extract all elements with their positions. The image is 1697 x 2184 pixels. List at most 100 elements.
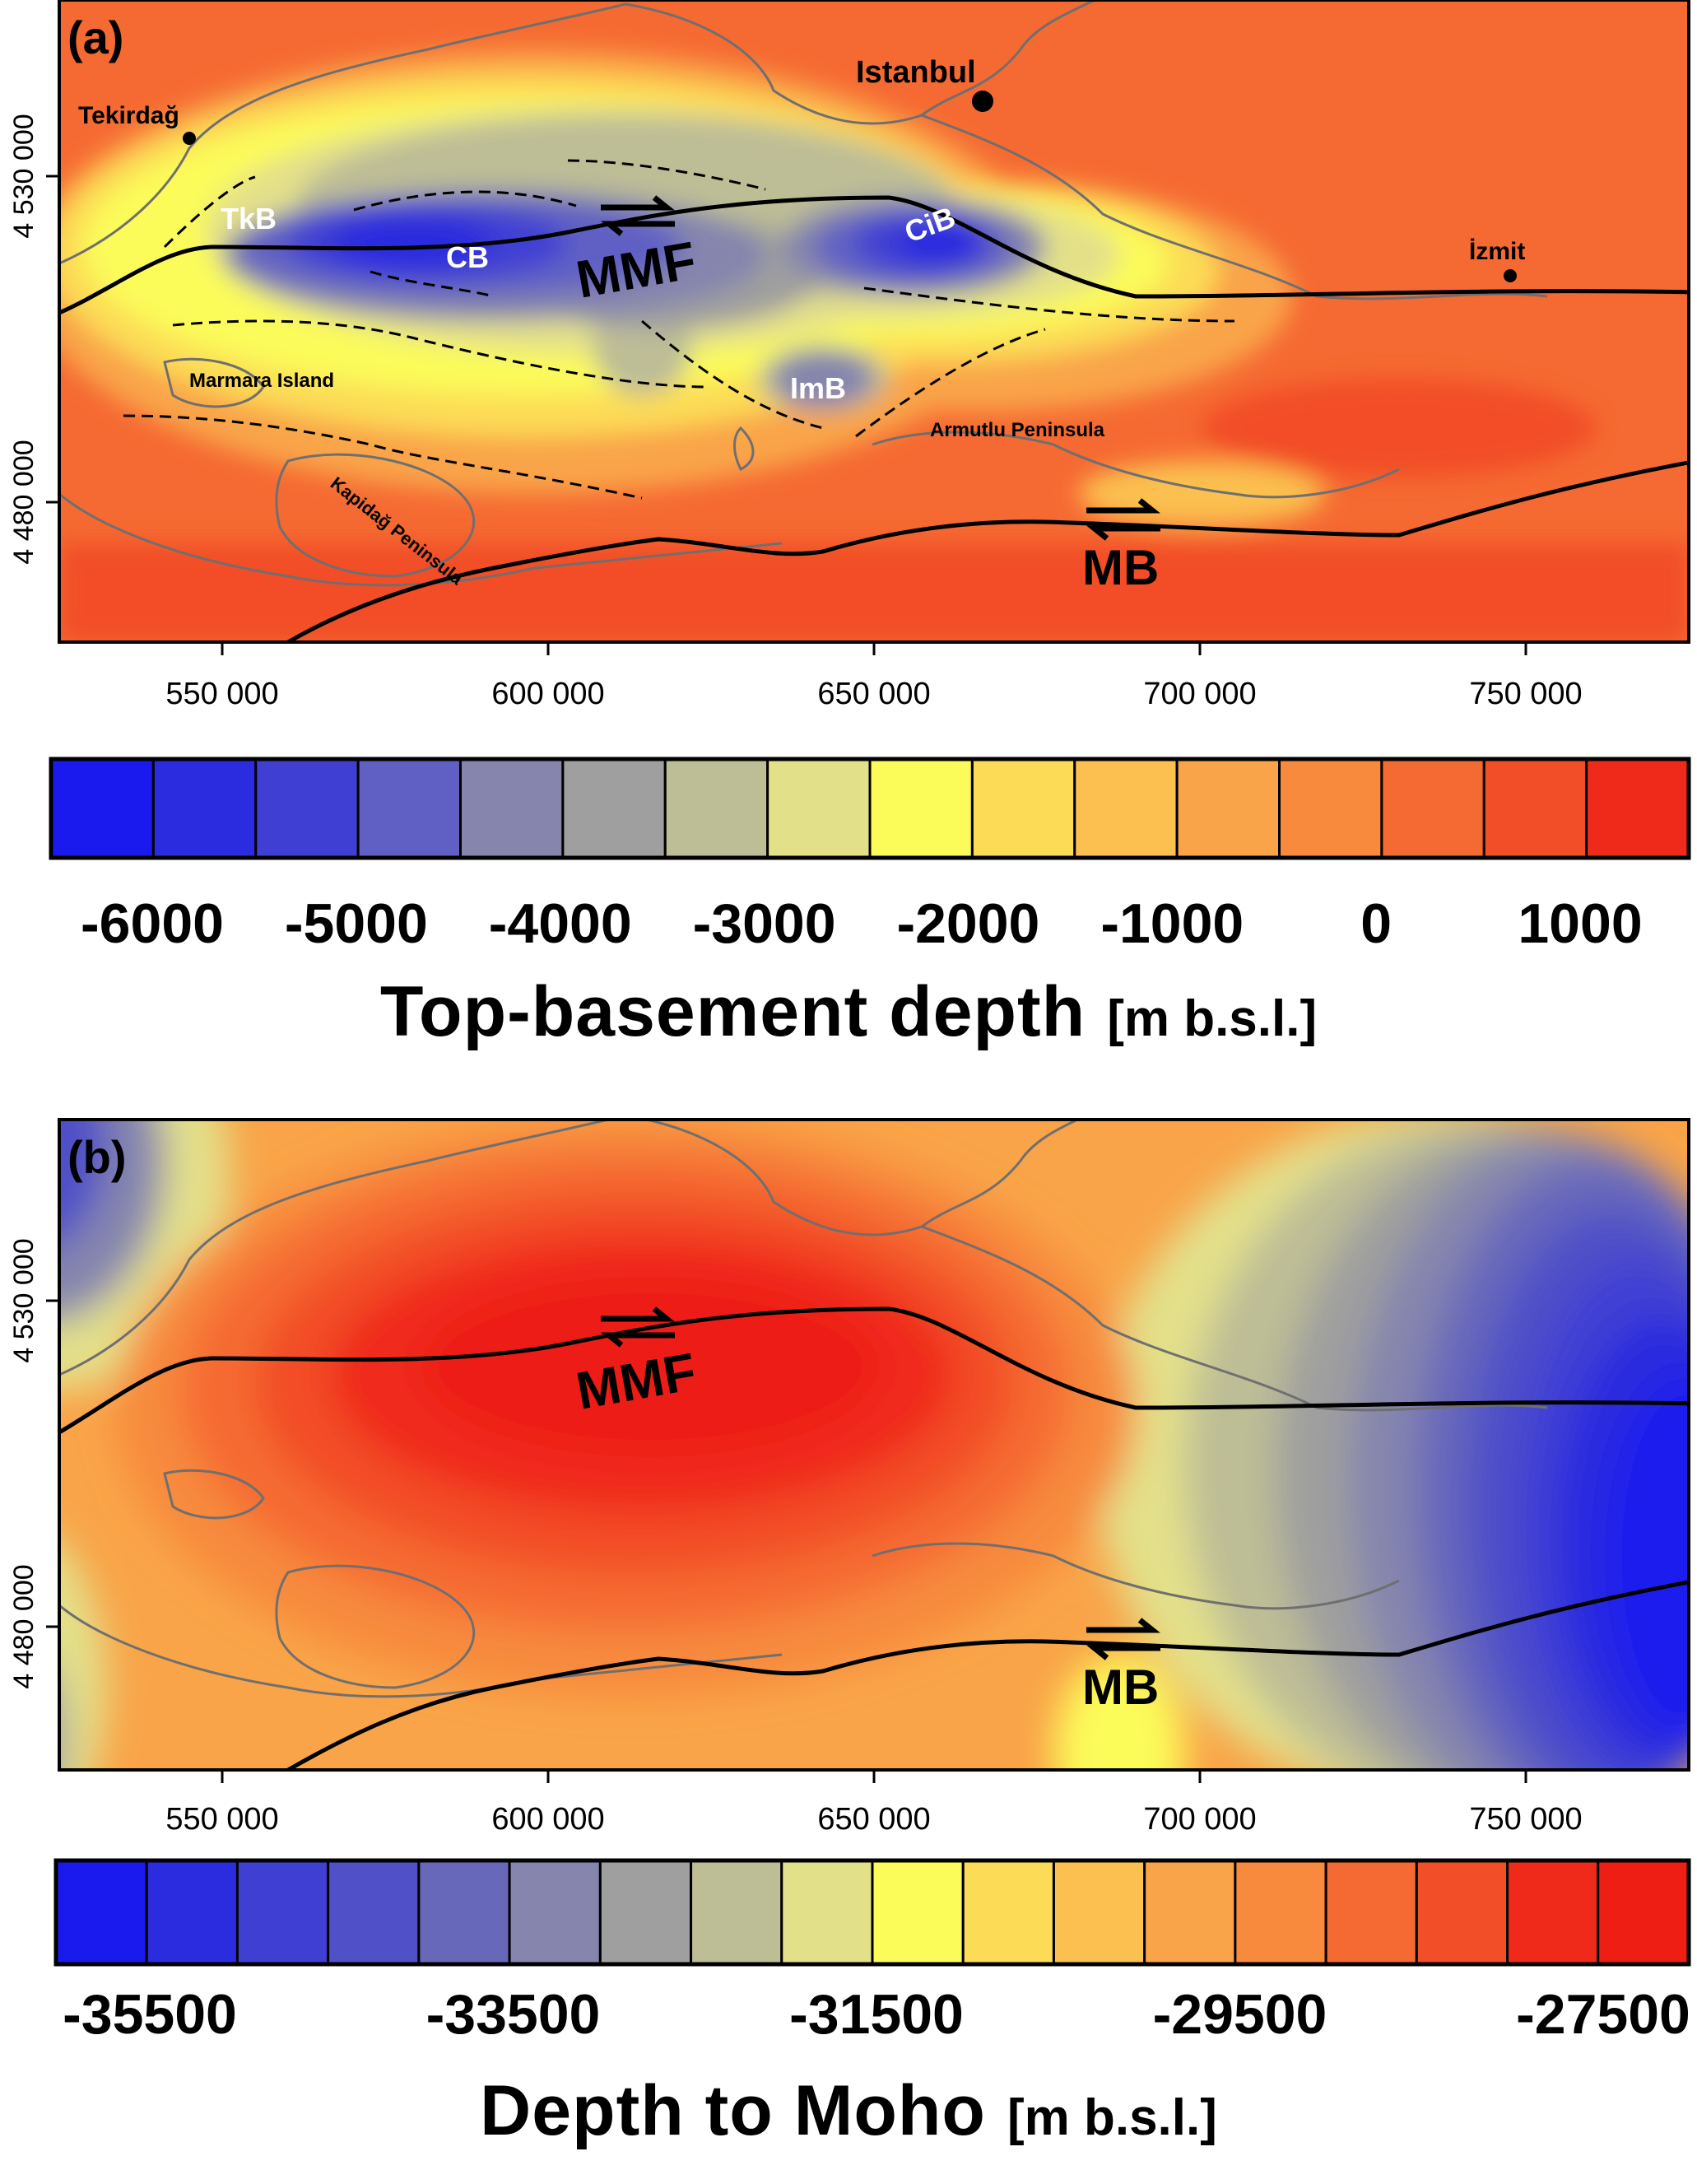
colorbar-swatch <box>417 1859 511 1966</box>
x-tick-label: 550 000 <box>165 677 278 711</box>
place-istanbul: Istanbul <box>856 55 976 90</box>
y-tick-label: 4 530 000 <box>8 1238 40 1362</box>
y-tick-labels: 4 530 000 4 480 000 <box>8 114 40 564</box>
colorbar-swatch <box>508 1859 602 1966</box>
mmf-arrows-icon <box>601 195 675 236</box>
panel-a-basement-map: (a) Tekirdağ Istanbul İzmit Marmara Isla… <box>0 0 1697 1087</box>
colorbar-tick-label: -1000 <box>1100 892 1244 955</box>
colorbar-tick-label: -5000 <box>285 892 428 955</box>
colorbar-tick-label: -27500 <box>1516 1983 1690 2046</box>
x-tick-label: 750 000 <box>1469 677 1582 711</box>
place-marmara-island: Marmara Island <box>189 370 334 392</box>
colorbar-a <box>49 757 1691 860</box>
panel-b-moho-map: (b) MMF MB 550 000 600 000 650 000 700 0… <box>0 1111 1697 2184</box>
x-tick-label: 600 000 <box>491 1802 604 1837</box>
basin-tkb: TkB <box>221 202 277 235</box>
colorbar-tick-label: -2000 <box>896 892 1039 955</box>
colorbar-a-title: Top-basement depth [m b.s.l.] <box>0 971 1697 1053</box>
colorbar-swatch <box>1506 1859 1600 1966</box>
colorbar-swatch <box>871 1859 965 1966</box>
colorbar-swatch <box>561 757 667 859</box>
colorbar-swatch <box>1415 1859 1509 1966</box>
x-tick-label: 550 000 <box>165 1802 278 1837</box>
colorbar-swatch <box>327 1859 421 1966</box>
basement-depth-field: (a) Tekirdağ Istanbul İzmit Marmara Isla… <box>59 0 1689 642</box>
basin-imb: ImB <box>790 371 846 405</box>
panel-b-label: (b) <box>67 1131 127 1183</box>
colorbar-swatch <box>598 1859 693 1966</box>
colorbar-swatch <box>1234 1859 1327 1966</box>
colorbar-swatch <box>766 757 872 859</box>
colorbar-tick-label: -35500 <box>63 1983 237 2046</box>
colorbar-a-unit: [m b.s.l.] <box>1107 990 1318 1047</box>
colorbar-swatch <box>961 1859 1055 1966</box>
colorbar-tick-label: -33500 <box>426 1983 601 2046</box>
colorbar-tick-label: -31500 <box>789 1983 964 2046</box>
colorbar-swatch <box>1073 757 1179 859</box>
colorbar-b-title-text: Depth to Moho <box>480 2071 986 2150</box>
x-tick-label: 650 000 <box>817 677 930 711</box>
basin-cb: CB <box>446 240 489 274</box>
colorbar-b-unit: [m b.s.l.] <box>1007 2089 1217 2146</box>
tekirdag-marker <box>183 132 196 145</box>
izmit-marker <box>1504 269 1517 282</box>
y-tick-label: 4 480 000 <box>8 440 40 564</box>
colorbar-swatch <box>1482 757 1588 859</box>
colorbar-swatch <box>459 757 565 859</box>
x-tick-labels: 550 000 600 000 650 000 700 000 750 000 <box>165 1802 1582 1837</box>
colorbar-tick-label: 1000 <box>1518 892 1642 955</box>
istanbul-marker <box>972 91 993 112</box>
place-armutlu-peninsula: Armutlu Peninsula <box>930 419 1105 441</box>
colorbar-swatch <box>780 1859 874 1966</box>
colorbar-tick-label: -4000 <box>489 892 632 955</box>
normal-fault <box>123 159 1235 500</box>
x-tick-labels: 550 000 600 000 650 000 700 000 750 000 <box>165 677 1582 711</box>
colorbar-swatch <box>54 1859 148 1966</box>
x-tick-label: 650 000 <box>817 1802 930 1837</box>
colorbar-tick-label: -6000 <box>81 892 224 955</box>
coastline <box>59 0 1548 587</box>
colorbar-swatch <box>254 757 360 859</box>
colorbar-a-title-text: Top-basement depth <box>379 972 1086 1051</box>
colorbar-swatch <box>1278 757 1383 859</box>
colorbar-a-tick-labels: -6000 -5000 -4000 -3000 -2000 -1000 0 1000 <box>81 892 1643 955</box>
x-tick-label: 700 000 <box>1143 677 1256 711</box>
colorbar-b-title: Depth to Moho [m b.s.l.] <box>0 2070 1697 2152</box>
panel-b-svg: (b) MMF MB 550 000 600 000 650 000 700 0… <box>8 1118 1691 2046</box>
colorbar-swatch <box>970 757 1076 859</box>
y-tick-labels: 4 530 000 4 480 000 <box>8 1238 40 1688</box>
fault-line <box>59 195 1689 642</box>
colorbar-swatch <box>690 1859 783 1966</box>
mb-arrows-icon <box>1086 498 1160 541</box>
colorbar-frame <box>49 757 1691 860</box>
colorbar-swatch <box>145 1859 239 1966</box>
mmf-arrows-icon <box>601 1306 675 1348</box>
colorbar-swatch <box>49 757 155 859</box>
x-tick-label: 600 000 <box>491 677 604 711</box>
mb-arrows-icon <box>1086 1618 1160 1660</box>
x-tick-label: 700 000 <box>1143 1802 1256 1837</box>
colorbar-swatch <box>1380 757 1485 859</box>
fault-label-mb: MB <box>1082 540 1159 595</box>
colorbar-tick-label: -29500 <box>1153 1983 1327 2046</box>
axis-ticks <box>46 175 1527 655</box>
place-tekirdag: Tekirdağ <box>78 102 179 129</box>
colorbar-b-tick-labels: -35500 -33500 -31500 -29500 -27500 <box>63 1983 1690 2046</box>
y-tick-label: 4 480 000 <box>8 1564 40 1688</box>
colorbar-swatch <box>1585 757 1690 859</box>
colorbar-swatch <box>1052 1859 1146 1966</box>
colorbar-swatch <box>663 757 769 859</box>
colorbar-swatch <box>151 757 258 859</box>
colorbar-b <box>53 1858 1691 1967</box>
colorbar-frame <box>53 1858 1691 1967</box>
colorbar-swatch <box>356 757 462 859</box>
panel-a-svg: (a) Tekirdağ Istanbul İzmit Marmara Isla… <box>8 0 1691 955</box>
panel-a-label: (a) <box>67 12 123 63</box>
colorbar-swatch <box>1597 1859 1690 1966</box>
coastline <box>59 1120 1548 1698</box>
place-izmit: İzmit <box>1469 238 1525 265</box>
colorbar-tick-label: -3000 <box>693 892 836 955</box>
colorbar-swatch <box>1324 1859 1418 1966</box>
fault-line <box>59 1306 1689 1770</box>
y-tick-label: 4 530 000 <box>8 114 40 238</box>
